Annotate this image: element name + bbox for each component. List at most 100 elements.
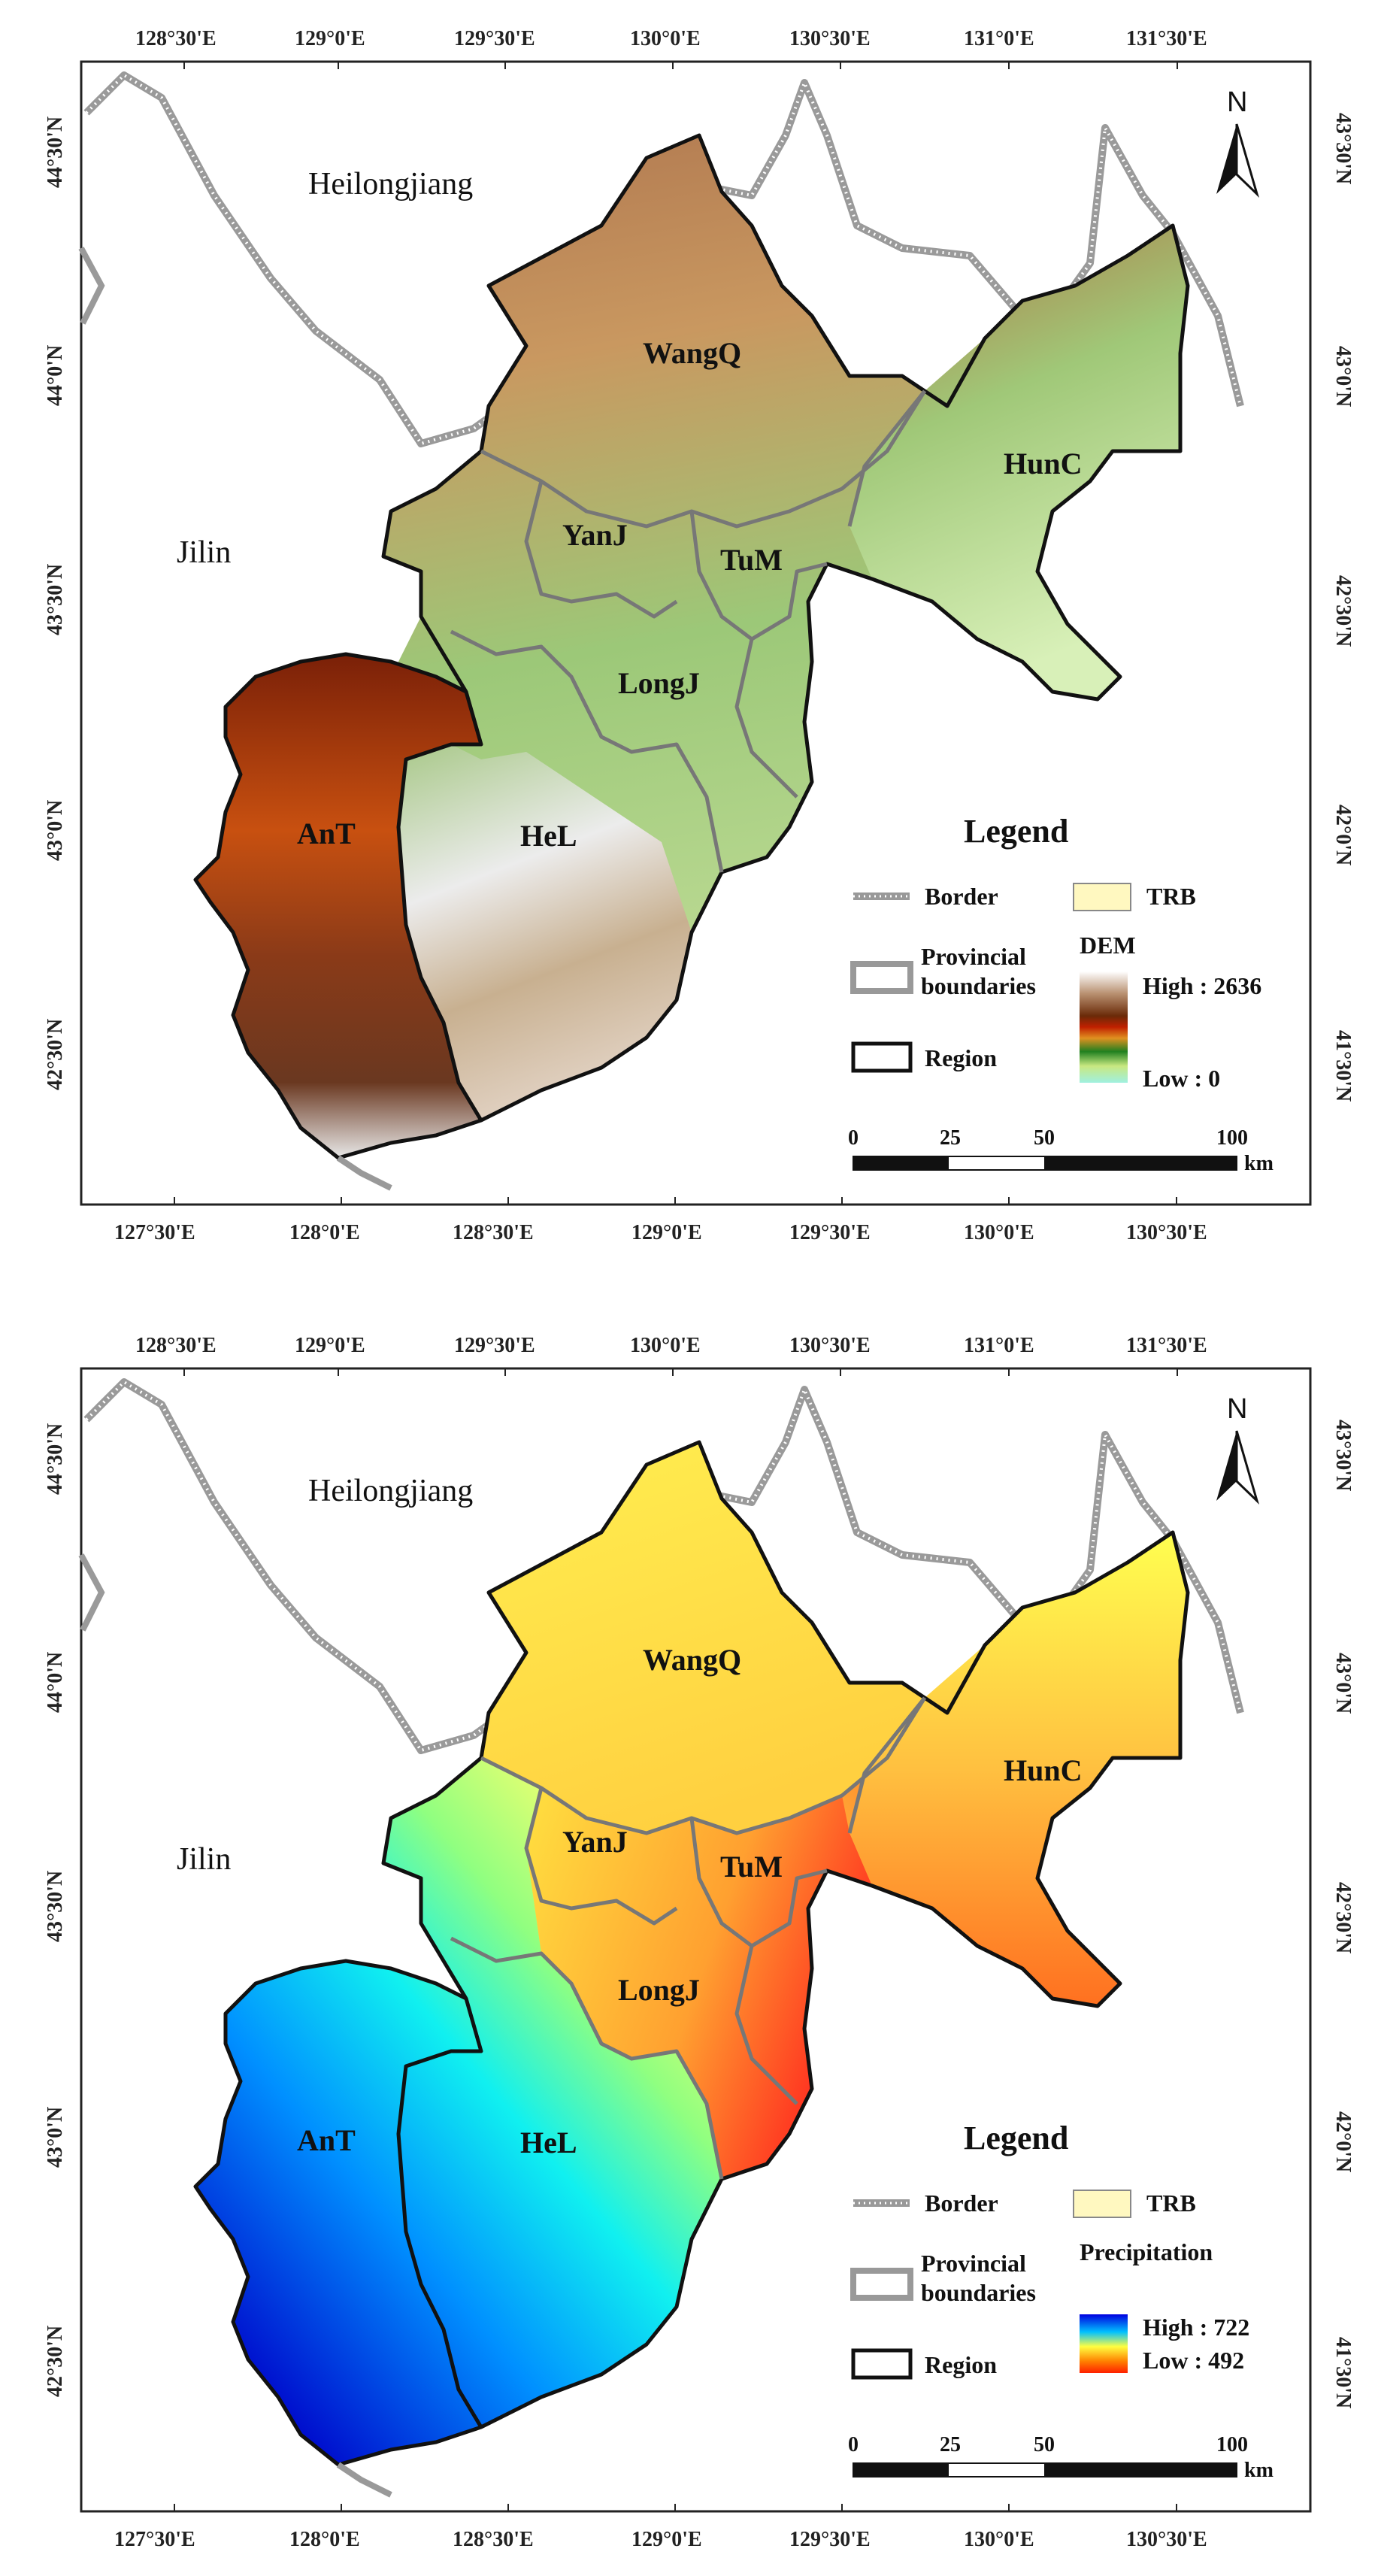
scale-label: 100 bbox=[1216, 1126, 1248, 1150]
top-tick-label: 130°0'E bbox=[630, 1334, 701, 1357]
top-tick-label: 131°0'E bbox=[964, 27, 1034, 50]
legend-title: Legend bbox=[964, 813, 1068, 850]
region-label-longj: LongJ bbox=[618, 1973, 700, 2007]
outer-label-jilin: Jilin bbox=[177, 1842, 231, 1877]
legend-ramp-title: DEM bbox=[1080, 932, 1136, 959]
region-label-hel: HeL bbox=[520, 2126, 577, 2159]
legend-provincial-label: Provincial bbox=[921, 943, 1026, 970]
top-tick-label: 130°30'E bbox=[789, 27, 871, 50]
top-tick-label: 130°30'E bbox=[789, 1334, 871, 1357]
left-tick-label: 44°0'N bbox=[44, 1652, 67, 1713]
legend-title: Legend bbox=[964, 2120, 1068, 2156]
study-region-outline bbox=[193, 133, 1190, 1160]
region-boundary-ant-hel bbox=[396, 1998, 483, 2429]
internal-boundaries bbox=[450, 1696, 927, 2180]
internal-boundaries bbox=[450, 389, 927, 873]
precip-region-wangq bbox=[481, 1442, 947, 1833]
left-tick-label: 43°0'N bbox=[44, 2107, 67, 2168]
bottom-tick-label: 127°30'E bbox=[114, 2528, 195, 2551]
provincial-boundary bbox=[83, 71, 1244, 447]
region-label-tum: TuM bbox=[720, 543, 783, 577]
frame-ticks bbox=[174, 1368, 1178, 2511]
right-tick-label: 43°0'N bbox=[1331, 1653, 1355, 1714]
legend-region-swatch bbox=[851, 1041, 913, 1073]
north-arrow-icon: N bbox=[1216, 86, 1260, 198]
top-tick-label: 131°30'E bbox=[1126, 27, 1207, 50]
bottom-tick-label: 130°0'E bbox=[964, 2528, 1034, 2551]
legend: Legend Border TRB Provincial boundaries … bbox=[850, 2120, 1249, 2380]
dem-region-hunc bbox=[850, 226, 1188, 699]
dem-map-panel: Heilongjiang Jilin WangQ HunC YanJ TuM L… bbox=[44, 27, 1355, 1244]
bottom-tick-label: 129°0'E bbox=[631, 1221, 702, 1244]
top-tick-label: 129°30'E bbox=[454, 27, 535, 50]
left-tick-label: 44°0'N bbox=[44, 345, 67, 406]
top-tick-label: 129°0'E bbox=[295, 27, 365, 50]
top-tick-label: 131°30'E bbox=[1126, 1334, 1207, 1357]
left-tick-label: 42°30'N bbox=[44, 2326, 67, 2397]
bottom-tick-label: 128°30'E bbox=[453, 1221, 534, 1244]
provincial-boundary bbox=[83, 1378, 1244, 1754]
bottom-tick-label: 129°30'E bbox=[789, 2528, 871, 2551]
region-label-longj: LongJ bbox=[618, 666, 700, 700]
right-tick-label: 42°30'N bbox=[1331, 1882, 1355, 1953]
legend-region-label: Region bbox=[925, 1044, 997, 1071]
scale-label: 0 bbox=[848, 1126, 859, 1150]
bottom-tick-label: 128°30'E bbox=[453, 2528, 534, 2551]
legend-high-label: High : 2636 bbox=[1143, 972, 1261, 999]
bottom-tick-label: 127°30'E bbox=[114, 1221, 195, 1244]
scale-bar: 0 25 50 100 km bbox=[848, 1126, 1274, 1175]
precip-map-panel: Heilongjiang Jilin WangQ HunC YanJ TuM L… bbox=[44, 1334, 1355, 2551]
scale-unit: km bbox=[1244, 2459, 1274, 2482]
region-label-wangq: WangQ bbox=[643, 336, 741, 370]
region-label-ant: AnT bbox=[297, 817, 356, 850]
bottom-tick-label: 128°0'E bbox=[289, 1221, 360, 1244]
bottom-tick-label: 130°0'E bbox=[964, 1221, 1034, 1244]
legend-ramp-title: Precipitation bbox=[1080, 2238, 1213, 2265]
legend: Legend Border TRB Provincial boundaries … bbox=[850, 813, 1261, 1092]
legend-border-label: Border bbox=[925, 883, 998, 910]
provincial-boundary bbox=[78, 247, 105, 325]
legend-provincial-swatch bbox=[850, 961, 913, 994]
dem-region-ant bbox=[195, 654, 481, 1158]
right-tick-label: 43°30'N bbox=[1331, 113, 1355, 184]
legend-trb-label: TRB bbox=[1146, 883, 1196, 910]
bottom-tick-label: 128°0'E bbox=[289, 2528, 360, 2551]
right-tick-label: 42°0'N bbox=[1331, 2111, 1355, 2172]
scale-label: 25 bbox=[940, 1126, 961, 1150]
scale-unit: km bbox=[1244, 1152, 1274, 1175]
legend-color-ramp bbox=[1080, 2314, 1128, 2373]
legend-trb-label: TRB bbox=[1146, 2190, 1196, 2217]
region-label-yanj: YanJ bbox=[562, 1825, 628, 1859]
bottom-tick-label: 130°30'E bbox=[1126, 1221, 1207, 1244]
right-tick-label: 42°0'N bbox=[1331, 805, 1355, 865]
left-tick-label: 44°30'N bbox=[44, 1423, 67, 1495]
right-tick-label: 42°30'N bbox=[1331, 575, 1355, 647]
legend-trb-swatch bbox=[1073, 883, 1131, 911]
scale-label: 0 bbox=[848, 2433, 859, 2456]
legend-provincial-swatch bbox=[850, 2268, 913, 2301]
left-tick-label: 43°30'N bbox=[44, 1871, 67, 1942]
svg-text:N: N bbox=[1227, 86, 1247, 118]
legend-low-label: Low : 492 bbox=[1143, 2347, 1244, 2374]
svg-text:N: N bbox=[1227, 1393, 1247, 1425]
region-boundary-ant-hel bbox=[396, 691, 483, 1122]
region-label-yanj: YanJ bbox=[562, 518, 628, 552]
provincial-boundary bbox=[78, 1553, 105, 1632]
top-tick-label: 129°0'E bbox=[295, 1334, 365, 1357]
legend-region-label: Region bbox=[925, 2351, 997, 2378]
legend-low-label: Low : 0 bbox=[1143, 1065, 1220, 1092]
scale-label: 25 bbox=[940, 2433, 961, 2456]
top-tick-label: 128°30'E bbox=[135, 1334, 217, 1357]
legend-provincial-label: Provincial bbox=[921, 2250, 1026, 2277]
region-label-hunc: HunC bbox=[1004, 1753, 1083, 1787]
outer-label-jilin: Jilin bbox=[177, 535, 231, 570]
region-label-wangq: WangQ bbox=[643, 1643, 741, 1677]
legend-provincial-label: boundaries bbox=[921, 972, 1036, 999]
outer-label-heilongjiang: Heilongjiang bbox=[308, 167, 473, 202]
scale-label: 50 bbox=[1034, 2433, 1055, 2456]
left-tick-label: 44°30'N bbox=[44, 117, 67, 188]
left-tick-label: 42°30'N bbox=[44, 1019, 67, 1090]
right-tick-label: 41°30'N bbox=[1331, 2337, 1355, 2408]
top-tick-label: 129°30'E bbox=[454, 1334, 535, 1357]
frame-ticks bbox=[174, 62, 1178, 1205]
